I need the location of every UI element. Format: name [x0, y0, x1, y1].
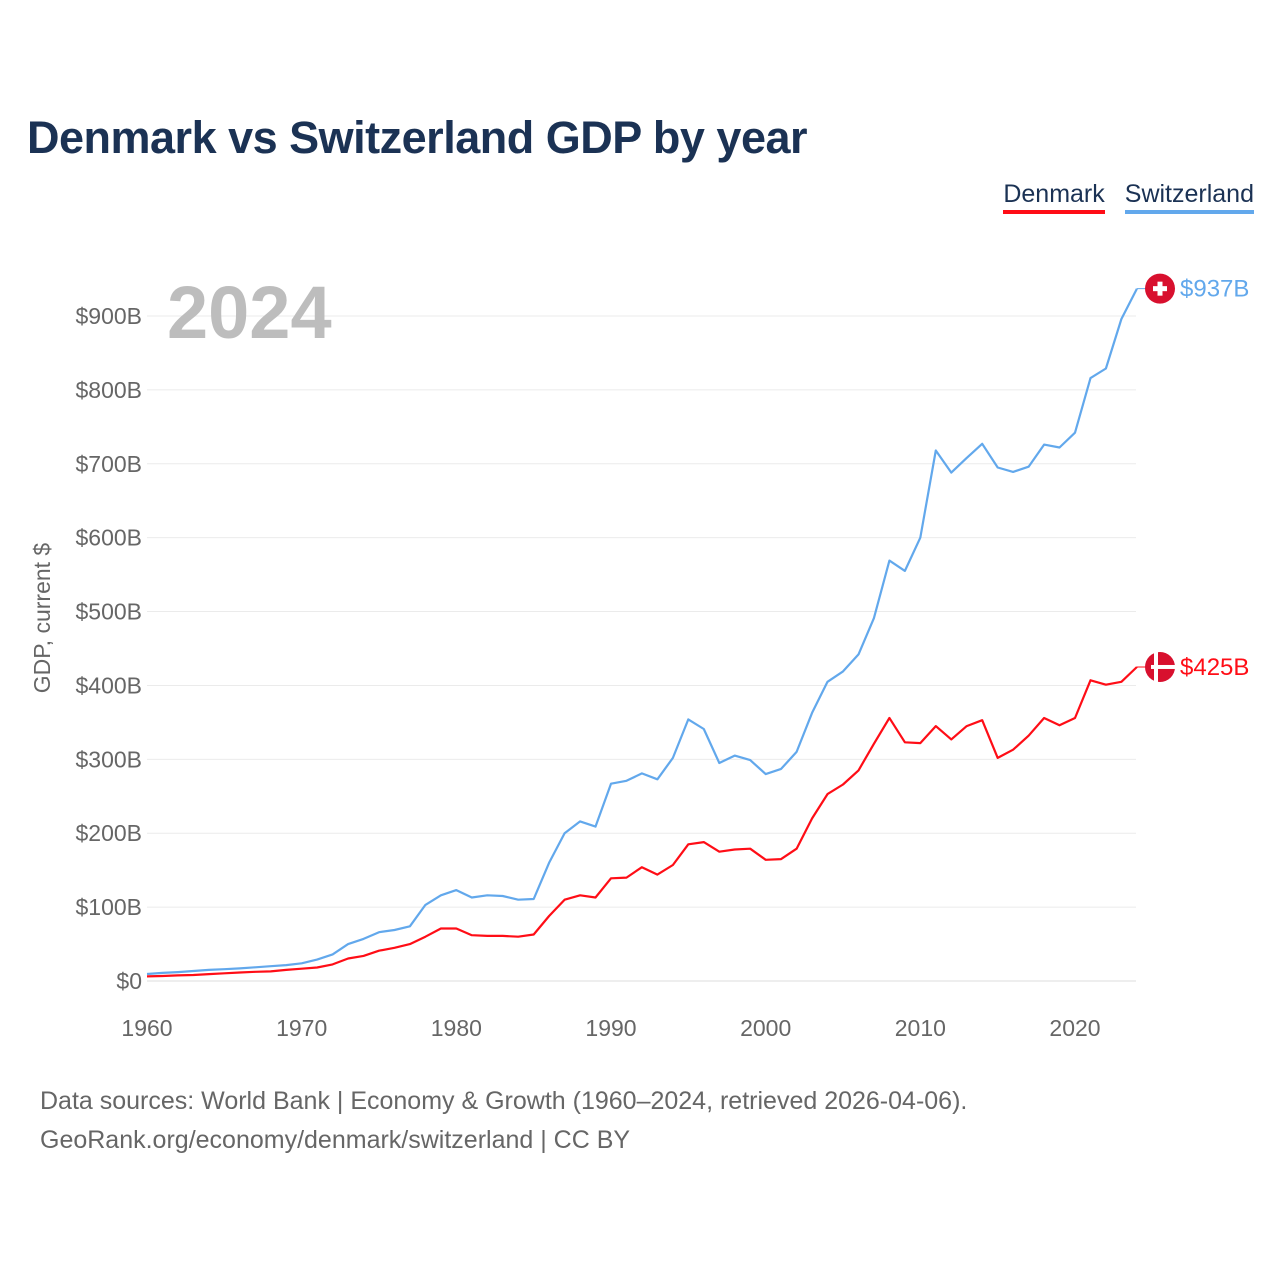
y-tick-label: $900B — [75, 303, 142, 329]
x-tick-label: 1990 — [585, 1015, 636, 1041]
y-tick-label: $700B — [75, 451, 142, 477]
y-tick-label: $400B — [75, 672, 142, 698]
x-tick-label: 1970 — [276, 1015, 327, 1041]
y-axis-title: GDP, current $ — [29, 543, 55, 694]
legend-switzerland[interactable]: Switzerland — [1124, 180, 1254, 214]
x-tick-label: 1960 — [121, 1015, 172, 1041]
y-tick-label: $200B — [75, 820, 142, 846]
x-tick-label: 2000 — [740, 1015, 791, 1041]
legend: Denmark Switzerland — [1003, 180, 1254, 214]
attribution-link[interactable]: GeoRank.org/economy/denmark/switzerland … — [40, 1126, 631, 1154]
switzerland-flag-icon — [1145, 273, 1175, 304]
denmark-flag-icon — [1145, 651, 1175, 682]
legend-denmark[interactable]: Denmark — [1003, 180, 1105, 214]
y-tick-label: $500B — [75, 599, 142, 625]
footer: Data sources: World Bank | Economy & Gro… — [40, 1082, 967, 1160]
y-tick-label: $600B — [75, 525, 142, 551]
x-tick-label: 1980 — [431, 1015, 482, 1041]
end-value-label: $425B — [1180, 654, 1249, 681]
year-label: 2024 — [167, 271, 332, 354]
x-tick-label: 2010 — [895, 1015, 946, 1041]
data-source-text: Data sources: World Bank | Economy & Gro… — [40, 1087, 968, 1115]
series-line-denmark — [146, 666, 1138, 978]
y-tick-label: $300B — [75, 746, 142, 772]
x-tick-label: 2020 — [1049, 1015, 1100, 1041]
y-tick-label: $0 — [116, 968, 142, 994]
y-tick-label: $800B — [75, 377, 142, 403]
end-value-label: $937B — [1180, 276, 1249, 303]
chart-title: Denmark vs Switzerland GDP by year — [27, 112, 808, 163]
series-line-switzerland — [146, 288, 1138, 976]
y-tick-label: $100B — [75, 894, 142, 920]
